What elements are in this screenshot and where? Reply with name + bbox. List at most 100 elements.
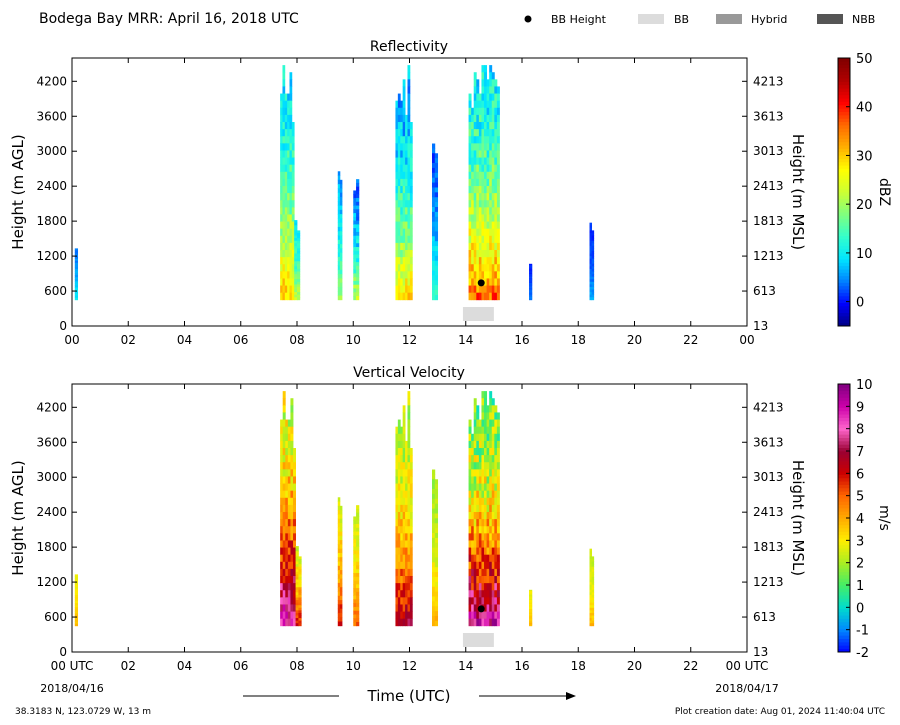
data-cell [484,178,488,187]
data-cell [287,433,291,442]
data-cell [287,257,290,265]
data-cell [478,143,482,151]
data-cell [481,540,485,548]
data-cell [471,597,475,605]
data-cell [298,584,302,588]
data-cell [471,533,475,541]
colorbar-segment [838,497,850,502]
data-cell [402,292,406,301]
data-cell [484,504,488,513]
data-cell [337,621,341,627]
colorbar-segment [838,218,850,223]
data-cell [290,568,294,577]
data-cell [289,129,293,137]
data-cell [434,576,439,583]
data-cell [337,578,341,584]
data-cell [476,483,480,492]
data-cell [481,405,485,413]
y-tick-label-right: 2413 [753,505,784,519]
data-cell [407,519,411,527]
data-cell [468,242,472,251]
reflectivity-bb-height-markers [477,279,485,287]
data-cell [284,122,288,130]
data-cell [481,426,485,435]
data-cell [473,398,477,406]
start-date-label: 2018/04/16 [40,682,103,695]
data-cell [591,250,595,254]
data-cell [478,200,482,208]
data-cell [287,129,290,137]
data-cell [473,597,477,605]
y-tick-label: 3000 [36,470,67,484]
data-cell [337,235,341,241]
data-cell [476,519,480,527]
data-cell [478,136,482,144]
colorbar-segment [838,578,850,583]
data-cell [589,571,593,575]
data-cell [491,455,495,463]
data-cell [402,214,406,222]
data-cell [284,257,288,265]
data-cell [287,285,290,294]
data-cell [476,214,480,222]
data-cell [486,512,490,520]
data-cell [478,257,482,265]
data-cell [402,207,406,215]
data-cell [400,576,404,584]
data-cell [529,614,533,616]
data-cell [280,136,283,144]
data-cell [409,157,413,166]
data-cell [494,171,498,180]
data-cell [489,469,493,477]
y-tick-label-right: 3613 [753,109,784,123]
colorbar-segment [838,232,850,236]
data-cell [337,604,341,610]
data-cell [407,419,411,428]
legend-label-bb: BB [674,13,689,26]
colorbar-segment [838,528,850,532]
data-cell [484,65,488,73]
data-cell [289,143,293,151]
data-cell [434,211,439,218]
data-cell [287,483,291,492]
colorbar-segment [838,91,850,96]
data-cell [434,484,439,490]
colorbar-segment [838,585,850,589]
data-cell [353,292,357,297]
data-cell [432,601,436,607]
data-cell [400,476,404,484]
data-cell [287,171,290,180]
data-cell [434,547,439,553]
data-cell [486,583,490,591]
data-cell [74,262,79,266]
data-cell [434,523,439,529]
data-cell [395,200,399,208]
data-cell [282,583,286,591]
data-cell [395,483,399,492]
data-cell [297,245,301,249]
data-cell [494,150,498,158]
data-cell [280,100,283,109]
data-cell [481,285,485,294]
data-cell [282,398,286,406]
x-tick-label: 00 UTC [51,659,94,673]
data-cell [289,235,293,244]
data-cell [407,107,411,116]
data-cell [339,252,343,258]
data-cell [589,230,593,234]
data-cell [285,590,289,598]
data-cell [407,597,411,605]
data-cell [471,186,475,194]
data-cell [591,261,595,265]
data-cell [339,201,343,206]
colorbar-segment [838,484,850,489]
data-cell [282,448,286,456]
data-cell [496,122,500,130]
data-cell [353,284,357,289]
data-cell [491,440,495,449]
data-cell [486,285,490,294]
data-cell [589,623,593,627]
colorbar-segment [838,588,850,593]
data-cell [486,114,490,123]
data-cell [476,469,480,477]
